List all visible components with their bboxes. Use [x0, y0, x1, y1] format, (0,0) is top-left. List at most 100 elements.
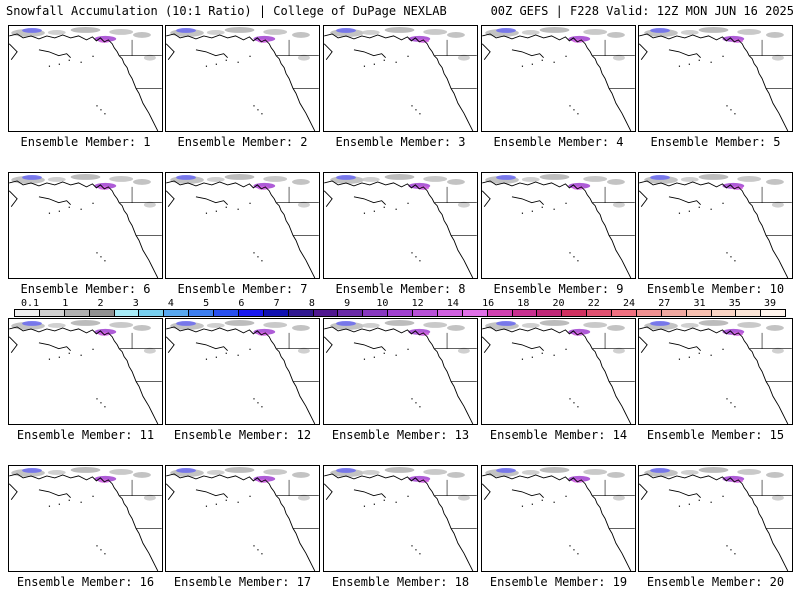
- ensemble-panel: Ensemble Member: 8: [323, 172, 478, 301]
- legend-color-cell: [313, 310, 339, 316]
- snowfall-area: [361, 29, 380, 35]
- ensemble-panel: Ensemble Member: 15: [638, 318, 793, 447]
- island: [553, 501, 555, 503]
- snowfall-area: [22, 467, 42, 473]
- island: [395, 61, 397, 63]
- island: [415, 549, 417, 551]
- snowfall-map: [8, 172, 163, 279]
- snowfall-map: [8, 465, 163, 572]
- snowfall-area: [539, 173, 570, 180]
- coastline: [9, 483, 18, 500]
- island: [415, 109, 417, 111]
- island: [383, 206, 385, 208]
- coastline: [9, 33, 159, 131]
- island: [541, 59, 543, 61]
- coastline: [166, 326, 316, 424]
- legend-tick-label: 39: [763, 298, 777, 309]
- island: [407, 55, 409, 57]
- snowfall-area: [70, 173, 101, 180]
- ensemble-member-label: Ensemble Member: 19: [489, 575, 628, 589]
- ensemble-member-label: Ensemble Member: 15: [646, 428, 785, 442]
- island: [678, 65, 681, 67]
- snowfall-map: [165, 172, 320, 279]
- snowfall-area: [698, 173, 729, 180]
- island: [419, 113, 421, 115]
- snowfall-map: [165, 25, 320, 132]
- island: [80, 354, 82, 356]
- legend-color-cell: [238, 310, 264, 316]
- snowfall-area: [263, 28, 288, 35]
- island: [261, 113, 263, 115]
- snowfall-area: [361, 469, 380, 475]
- island: [698, 59, 700, 61]
- island: [237, 501, 239, 503]
- snowfall-area: [612, 54, 625, 61]
- legend-color-cell: [338, 310, 364, 316]
- legend-color-cell: [114, 310, 140, 316]
- snowfall-area: [423, 468, 448, 475]
- legend-tick-label: 18: [517, 298, 530, 309]
- island: [100, 109, 102, 111]
- snowfall-area: [336, 467, 356, 473]
- coastline: [9, 180, 159, 278]
- island: [698, 352, 700, 354]
- island: [363, 212, 366, 214]
- island: [565, 202, 567, 204]
- legend-tick-label: 20: [552, 298, 565, 309]
- legend-color-cell: [413, 310, 438, 316]
- island: [553, 208, 555, 210]
- island: [104, 406, 106, 408]
- snowfall-area: [384, 173, 415, 180]
- snowfall-area: [423, 28, 448, 35]
- island: [92, 55, 94, 57]
- ensemble-panel: Ensemble Member: 10: [638, 172, 793, 301]
- island: [419, 406, 421, 408]
- island: [225, 352, 227, 354]
- snowfall-area: [457, 201, 470, 208]
- ensemble-member-label: Ensemble Member: 11: [16, 428, 155, 442]
- snowfall-area: [457, 494, 470, 501]
- coastline: [195, 49, 228, 59]
- island: [96, 398, 98, 400]
- snowfall-area: [361, 322, 380, 328]
- snowfall-area: [143, 347, 156, 354]
- island: [688, 356, 690, 358]
- legend-tick-label: 31: [693, 298, 706, 309]
- island: [257, 549, 259, 551]
- ensemble-panel: Ensemble Member: 11: [8, 318, 163, 447]
- island: [553, 354, 555, 356]
- island: [730, 109, 732, 111]
- snowfall-area: [224, 466, 255, 473]
- island: [698, 499, 700, 501]
- island: [565, 55, 567, 57]
- coastline: [324, 336, 333, 353]
- legend-color-cell: [587, 310, 612, 316]
- ensemble-member-label: Ensemble Member: 17: [173, 575, 312, 589]
- island: [569, 252, 571, 254]
- island: [415, 402, 417, 404]
- snowfall-area: [297, 201, 310, 208]
- snowfall-area: [650, 174, 670, 180]
- snowfall-area: [447, 471, 465, 478]
- island: [205, 358, 208, 360]
- island: [80, 208, 82, 210]
- snowfall-area: [423, 175, 448, 182]
- coastline: [324, 483, 333, 500]
- island: [541, 206, 543, 208]
- island: [253, 398, 255, 400]
- snowfall-area: [612, 201, 625, 208]
- ensemble-member-label: Ensemble Member: 18: [331, 575, 470, 589]
- legend-color-cell: [487, 310, 513, 316]
- coastline: [38, 489, 71, 499]
- snowfall-area: [521, 176, 540, 182]
- snowfall-area: [384, 466, 415, 473]
- island: [104, 260, 106, 262]
- island: [688, 210, 690, 212]
- island: [58, 210, 60, 212]
- island: [710, 354, 712, 356]
- snowfall-map: [165, 465, 320, 572]
- island: [249, 348, 251, 350]
- island: [730, 256, 732, 258]
- coastline: [9, 336, 18, 353]
- island: [734, 260, 736, 262]
